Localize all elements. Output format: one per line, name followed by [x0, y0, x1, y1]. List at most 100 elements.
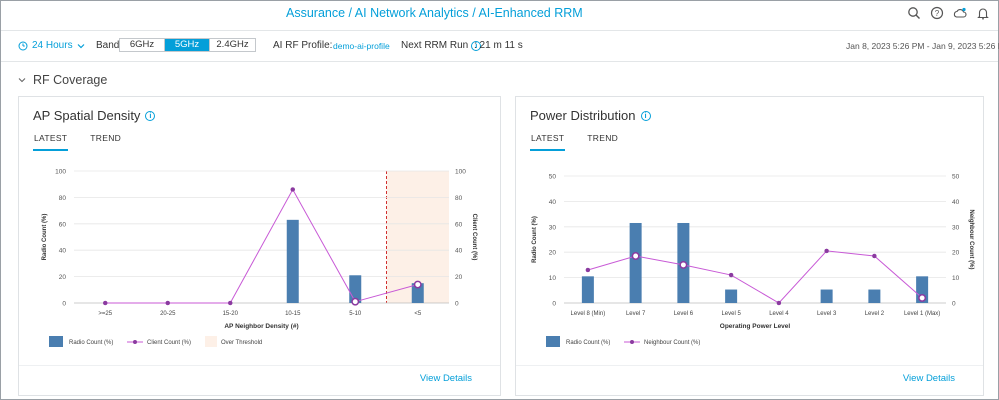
legend-swatch-point [133, 340, 137, 344]
data-point [631, 252, 640, 260]
tab-trend[interactable]: TREND [90, 133, 122, 143]
breadcrumb-separator: / [345, 6, 355, 20]
band-option-5ghz[interactable]: 5GHz [165, 39, 210, 51]
y2-tick-label: 50 [952, 174, 960, 181]
y2-tick-label: 60 [455, 221, 463, 228]
data-point [679, 260, 688, 269]
y2-axis-title: Client Count (%) [471, 214, 477, 261]
filter-bar: 24 Hours Band 6GHz 5GHz 2.4GHz AI RF Pro… [1, 32, 999, 62]
x-tick-label: Level 7 [626, 311, 646, 317]
power-distribution-chart: 0 0 10 10 20 20 30 30 40 40 50 50 Level 8 (Min) Level… [532, 174, 974, 347]
legend-label: Neighbour Count (%) [644, 340, 700, 346]
data-point [918, 293, 927, 302]
help-icon[interactable]: ? [930, 6, 944, 20]
series-line [587, 250, 923, 304]
bar [725, 289, 738, 303]
data-point [776, 300, 782, 306]
band-option-2-4ghz[interactable]: 2.4GHz [216, 39, 249, 50]
section-title: RF Coverage [33, 73, 108, 87]
top-bar: Assurance / AI Network Analytics / AI-En… [1, 1, 998, 31]
y-tick-label: 0 [62, 301, 66, 308]
time-range-selector[interactable]: 24 Hours [18, 40, 85, 51]
info-icon[interactable]: i [640, 110, 651, 121]
y2-tick-label: 20 [952, 250, 960, 257]
search-icon[interactable] [907, 6, 921, 20]
breadcrumb-ai-network-analytics[interactable]: AI Network Analytics [354, 6, 469, 20]
tab-trend[interactable]: TREND [587, 133, 619, 143]
next-rrm-run-text: Next RRM Run [401, 40, 469, 51]
breadcrumb: Assurance / AI Network Analytics / AI-En… [286, 6, 583, 20]
y-axis-title: Radio Count (%) [42, 214, 48, 261]
top-icons: ? [907, 6, 990, 20]
ap-spatial-density-card: AP Spatial Density i LATEST TREND 0 0 20 20… [18, 96, 501, 396]
y-tick-label: 80 [59, 195, 67, 202]
bell-icon[interactable] [976, 6, 990, 20]
svg-text:?: ? [935, 9, 940, 18]
card-title: AP Spatial Density i [33, 108, 156, 123]
data-point [728, 272, 734, 278]
x-tick-label: >=25 [98, 311, 112, 317]
time-range-value: 24 Hours [32, 40, 73, 51]
tab-latest[interactable]: LATEST [530, 133, 566, 151]
y-tick-label: 20 [549, 250, 557, 257]
x-tick-label: 5-10 [349, 311, 362, 317]
y-tick-label: 100 [55, 169, 66, 176]
x-tick-label: Level 6 [674, 311, 694, 317]
bar [581, 276, 594, 303]
breadcrumb-assurance[interactable]: Assurance [286, 6, 346, 20]
legend-swatch-bar [546, 336, 560, 347]
y-axis-title: Radio Count (%) [532, 216, 538, 263]
y-tick-label: 10 [549, 275, 557, 282]
x-tick-label: Level 1 (Max) [904, 311, 940, 317]
tab-latest[interactable]: LATEST [33, 133, 69, 151]
y2-axis-title: Neighbour Count (%) [968, 210, 974, 270]
clock-icon [18, 41, 28, 50]
y-tick-label: 40 [549, 199, 557, 206]
x-tick-label: <5 [414, 311, 422, 317]
view-details-link[interactable]: View Details [902, 373, 955, 384]
breadcrumb-separator: / [468, 6, 479, 20]
data-point [290, 187, 295, 192]
chevron-down-icon [18, 78, 26, 83]
ap-spatial-density-title: AP Spatial Density [33, 108, 141, 123]
legend-label: Client Count (%) [147, 340, 191, 346]
legend-swatch-threshold [205, 336, 217, 347]
data-point [585, 267, 591, 273]
breadcrumb-ai-enhanced-rrm: AI-Enhanced RRM [478, 6, 583, 20]
bar [411, 283, 424, 303]
next-rrm-run-value: : 21 m 11 s [474, 40, 523, 51]
rf-coverage-section-toggle[interactable]: RF Coverage [18, 73, 107, 87]
y2-tick-label: 80 [455, 195, 463, 202]
bar [868, 289, 881, 303]
divider [516, 365, 983, 366]
y2-tick-label: 100 [455, 169, 466, 176]
data-point [228, 300, 233, 306]
bar [629, 222, 642, 303]
ai-rf-profile-link[interactable]: demo-ai-profile [333, 41, 390, 51]
y-tick-label: 0 [552, 301, 556, 308]
view-details-link[interactable]: View Details [419, 373, 472, 384]
data-point [413, 280, 422, 289]
x-axis-title: AP Neighbor Density (#) [224, 323, 298, 330]
y-tick-label: 30 [549, 224, 557, 231]
x-tick-label: Level 2 [865, 311, 885, 317]
cloud-icon[interactable] [953, 6, 967, 20]
y2-tick-label: 10 [952, 275, 960, 282]
legend-label: Radio Count (%) [69, 340, 113, 346]
power-distribution-title: Power Distribution [530, 108, 636, 123]
y2-tick-label: 40 [455, 248, 463, 255]
ai-rf-profile-label: AI RF Profile: [273, 40, 333, 51]
legend-swatch-point [630, 340, 634, 344]
x-tick-label: 15-20 [223, 311, 239, 317]
y2-tick-label: 20 [455, 274, 463, 281]
next-rrm-run-label: Next RRM Run i [401, 40, 482, 51]
y2-tick-label: 0 [952, 301, 956, 308]
x-tick-label: Level 5 [721, 311, 741, 317]
ap-spatial-density-chart: 0 0 20 20 40 40 60 60 80 80 100 100 >=25 20-25 15-20 10… [42, 169, 477, 347]
info-icon[interactable]: i [471, 40, 482, 51]
data-point [103, 300, 108, 306]
band-option-6ghz[interactable]: 6GHz [120, 39, 165, 51]
data-point [165, 300, 170, 306]
series-line [105, 188, 418, 304]
info-icon[interactable]: i [145, 110, 156, 121]
